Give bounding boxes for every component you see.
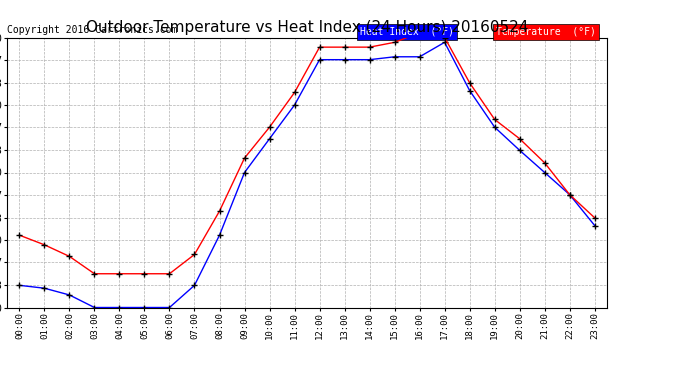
Text: Heat Index  (°F): Heat Index (°F) — [360, 27, 454, 37]
Text: Temperature  (°F): Temperature (°F) — [496, 27, 596, 37]
Title: Outdoor Temperature vs Heat Index (24 Hours) 20160524: Outdoor Temperature vs Heat Index (24 Ho… — [86, 20, 529, 35]
Text: Copyright 2016 Cartronics.com: Copyright 2016 Cartronics.com — [7, 25, 177, 35]
